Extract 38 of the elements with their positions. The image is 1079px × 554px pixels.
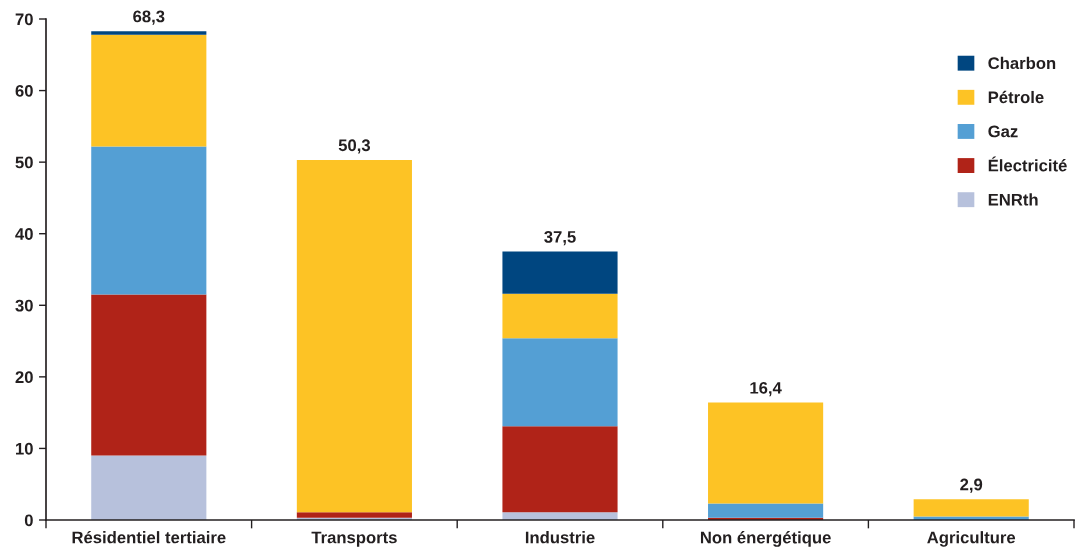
- total-label: 68,3: [133, 10, 165, 25]
- x-tick-label: Industrie: [525, 531, 595, 544]
- x-tick-label: Transports: [311, 531, 397, 547]
- y-tick-label: 70: [15, 13, 33, 26]
- legend-label: ENRth: [988, 193, 1038, 206]
- total-label: 16,4: [750, 381, 782, 397]
- y-tick-label: 30: [15, 299, 33, 312]
- legend-label: Pétrole: [988, 90, 1044, 104]
- y-tick-label: 20: [15, 371, 33, 384]
- bar: [91, 146, 207, 295]
- legend-label: Électricité: [988, 156, 1067, 172]
- bar: [913, 499, 1029, 517]
- y-tick-label: 50: [15, 156, 33, 169]
- bar: [91, 34, 207, 147]
- total-label: 37,5: [544, 230, 576, 246]
- bar: [502, 426, 618, 513]
- total-label: 2,9: [960, 478, 983, 493]
- bar: [296, 512, 412, 518]
- bar: [502, 251, 618, 294]
- x-tick-label: Résidentiel tertiaire: [72, 530, 226, 544]
- bar: [91, 31, 207, 35]
- legend-label: Charbon: [988, 56, 1056, 70]
- bar: [502, 338, 618, 427]
- bar: [91, 294, 207, 456]
- bar: [708, 503, 824, 518]
- y-tick-label: 10: [16, 442, 33, 455]
- bar: [502, 293, 618, 339]
- bar: [296, 160, 412, 513]
- y-tick-label: 40: [15, 228, 33, 240]
- legend-label: Gaz: [988, 125, 1018, 138]
- total-label: 50,3: [338, 139, 371, 154]
- bar: [91, 455, 207, 520]
- y-tick-label: 0: [24, 514, 33, 527]
- y-tick-label: 60: [15, 84, 33, 97]
- bar: [708, 402, 824, 504]
- x-tick-label: Non énergétique: [700, 531, 831, 547]
- x-tick-label: Agriculture: [927, 531, 1016, 547]
- bar: [502, 512, 618, 520]
